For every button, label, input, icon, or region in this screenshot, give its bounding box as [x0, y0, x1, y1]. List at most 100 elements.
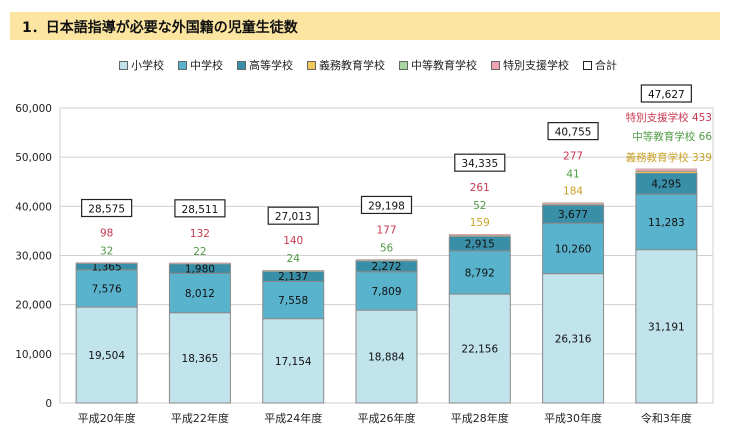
legend-swatch: [491, 60, 500, 70]
total-box: [174, 199, 226, 218]
total-label: 28,511: [182, 204, 219, 216]
segment-value-label: 2,272: [371, 261, 401, 273]
bar-segment: [355, 259, 418, 261]
bar-segment: [448, 293, 511, 404]
page-title: 1．日本語指導が必要な外国籍の児童生徒数: [22, 20, 298, 36]
segment-value-label: 8,012: [185, 288, 215, 300]
total-box: [454, 153, 506, 172]
bar-segment: [542, 202, 604, 205]
legend-label: 中学校: [190, 59, 223, 72]
bar-segment: [448, 250, 511, 295]
bar-segment: [635, 168, 698, 172]
segment-value-label: 18,365: [182, 353, 219, 365]
segment-value-label: 184: [563, 186, 583, 198]
segment-value-label: 2,137: [278, 271, 308, 283]
bar-segment: [542, 222, 605, 275]
legend-swatch: [119, 60, 128, 70]
x-tick-label: 平成30年度: [544, 411, 602, 425]
chart-legend: 小学校 中学校 高等学校 義務教育学校 中等教育学校 特別支援学校 合計: [0, 57, 736, 73]
segment-value-label: 98: [100, 228, 113, 240]
segment-value-label: 3,677: [558, 209, 588, 221]
total-box: [267, 206, 319, 225]
legend-item: 義務教育学校: [307, 57, 385, 73]
legend-item: 合計: [583, 57, 617, 73]
bar-segment: [75, 262, 138, 264]
segment-value-label: 7,558: [278, 295, 308, 307]
segment-value-label: 56: [380, 242, 394, 254]
segment-value-label: 177: [376, 224, 396, 236]
segment-annotation: 特別支援学校 453: [626, 111, 712, 124]
legend-swatch: [307, 60, 316, 70]
segment-value-label: 7,809: [371, 286, 401, 298]
segment-annotation: 中等教育学校 66: [632, 130, 712, 143]
segment-value-label: 8,792: [465, 267, 495, 279]
x-tick-label: 平成22年度: [171, 411, 229, 425]
segment-value-label: 52: [473, 200, 486, 212]
legend-label: 小学校: [131, 59, 164, 72]
title-bar: 1．日本語指導が必要な外国籍の児童生徒数: [10, 12, 720, 40]
segment-value-label: 159: [470, 217, 490, 229]
segment-value-label: 11,283: [648, 217, 685, 229]
legend-label: 合計: [595, 59, 617, 72]
legend-label: 高等学校: [249, 59, 293, 72]
legend-item: 中等教育学校: [399, 57, 477, 73]
y-tick-label: 0: [45, 398, 52, 410]
segment-value-label: 261: [470, 182, 490, 194]
bar-segment: [168, 272, 231, 314]
segment-annotation: 義務教育学校 339: [626, 151, 712, 164]
total-label: 40,755: [555, 127, 592, 139]
segment-value-label: 32: [100, 246, 113, 258]
y-tick-label: 20,000: [15, 300, 52, 312]
segment-value-label: 140: [283, 235, 303, 247]
legend-swatch: [583, 60, 592, 70]
segment-value-label: 1,980: [185, 263, 215, 275]
segment-value-label: 2,915: [465, 239, 495, 251]
total-label: 34,335: [461, 158, 498, 170]
x-tick-label: 令和3年度: [641, 411, 692, 425]
total-label: 27,013: [275, 211, 312, 223]
legend-swatch: [399, 60, 408, 70]
segment-value-label: 22,156: [461, 344, 498, 356]
segment-value-label: 10,260: [555, 243, 592, 255]
legend-item: 特別支援学校: [491, 57, 569, 73]
legend-item: 小学校: [119, 57, 164, 73]
segment-value-label: 1,365: [92, 262, 122, 274]
total-box: [360, 195, 413, 215]
x-tick-label: 平成28年度: [451, 411, 509, 425]
legend-item: 中学校: [178, 57, 223, 73]
segment-value-label: 19,504: [88, 350, 125, 362]
bar-segment: [262, 280, 325, 320]
segment-value-label: 31,191: [648, 321, 685, 333]
bar-segment: [75, 306, 138, 404]
legend-label: 中等教育学校: [411, 59, 477, 72]
x-tick-label: 平成20年度: [78, 411, 136, 425]
total-box: [81, 198, 133, 218]
segment-value-label: 41: [566, 169, 579, 181]
segment-value-label: 22: [193, 246, 206, 258]
x-tick-label: 平成26年度: [358, 411, 416, 425]
segment-value-label: 4,295: [651, 179, 681, 191]
segment-value-label: 17,154: [275, 356, 312, 368]
y-tick-label: 60,000: [15, 103, 52, 115]
legend-swatch: [178, 60, 187, 70]
segment-value-label: 7,576: [92, 283, 122, 295]
bar-segment: [262, 318, 325, 404]
y-tick-label: 50,000: [15, 152, 52, 164]
bar-segment: [168, 312, 231, 404]
bar-segment: [542, 273, 605, 404]
segment-value-label: 132: [190, 228, 210, 240]
y-tick-label: 10,000: [15, 349, 52, 361]
legend-swatch: [237, 60, 246, 70]
bar-segment: [355, 309, 418, 404]
bar-segment: [169, 262, 231, 264]
legend-label: 特別支援学校: [503, 59, 569, 72]
total-box: [640, 84, 692, 103]
segment-value-label: 26,316: [555, 333, 592, 345]
bar-segment: [262, 270, 324, 272]
bar-segment: [355, 271, 418, 311]
total-label: 47,627: [648, 89, 685, 101]
segment-value-label: 18,884: [368, 352, 405, 364]
total-label: 29,198: [368, 200, 405, 212]
y-tick-label: 30,000: [15, 251, 52, 263]
